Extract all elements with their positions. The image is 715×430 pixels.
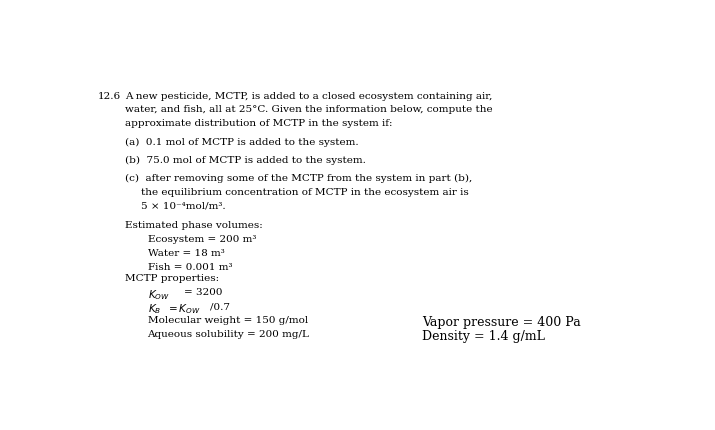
Text: Aqueous solubility = 200 mg/L: Aqueous solubility = 200 mg/L <box>147 329 310 338</box>
Text: (c)  after removing some of the MCTP from the system in part (b),: (c) after removing some of the MCTP from… <box>125 173 473 182</box>
Text: = 3200: = 3200 <box>184 287 222 296</box>
Text: $K_{OW}$: $K_{OW}$ <box>147 287 169 301</box>
Text: A new pesticide, MCTP, is added to a closed ecosystem containing air,: A new pesticide, MCTP, is added to a clo… <box>125 91 493 100</box>
Text: Water = 18 m³: Water = 18 m³ <box>147 249 225 258</box>
Text: MCTP properties:: MCTP properties: <box>125 273 220 283</box>
Text: Molecular weight = 150 g/mol: Molecular weight = 150 g/mol <box>147 315 308 324</box>
Text: Density = 1.4 g/mL: Density = 1.4 g/mL <box>422 329 545 342</box>
Text: $K_B$: $K_B$ <box>147 301 161 315</box>
Text: Estimated phase volumes:: Estimated phase volumes: <box>125 221 263 230</box>
Text: Fish = 0.001 m³: Fish = 0.001 m³ <box>147 262 232 271</box>
Text: Ecosystem = 200 m³: Ecosystem = 200 m³ <box>147 235 256 243</box>
Text: (b)  75.0 mol of MCTP is added to the system.: (b) 75.0 mol of MCTP is added to the sys… <box>125 155 366 164</box>
Text: 5 × 10⁻⁴mol/m³.: 5 × 10⁻⁴mol/m³. <box>141 201 225 210</box>
Text: approximate distribution of MCTP in the system if:: approximate distribution of MCTP in the … <box>125 119 393 128</box>
Text: /0.7: /0.7 <box>209 301 230 310</box>
Text: the equilibrium concentration of MCTP in the ecosystem air is: the equilibrium concentration of MCTP in… <box>141 187 468 196</box>
Text: 12.6: 12.6 <box>98 91 121 100</box>
Text: water, and fish, all at 25°C. Given the information below, compute the: water, and fish, all at 25°C. Given the … <box>125 105 493 114</box>
Text: (a)  0.1 mol of MCTP is added to the system.: (a) 0.1 mol of MCTP is added to the syst… <box>125 137 359 146</box>
Text: $= K_{OW}$: $= K_{OW}$ <box>166 301 200 315</box>
Text: Vapor pressure = 400 Pa: Vapor pressure = 400 Pa <box>422 315 581 328</box>
